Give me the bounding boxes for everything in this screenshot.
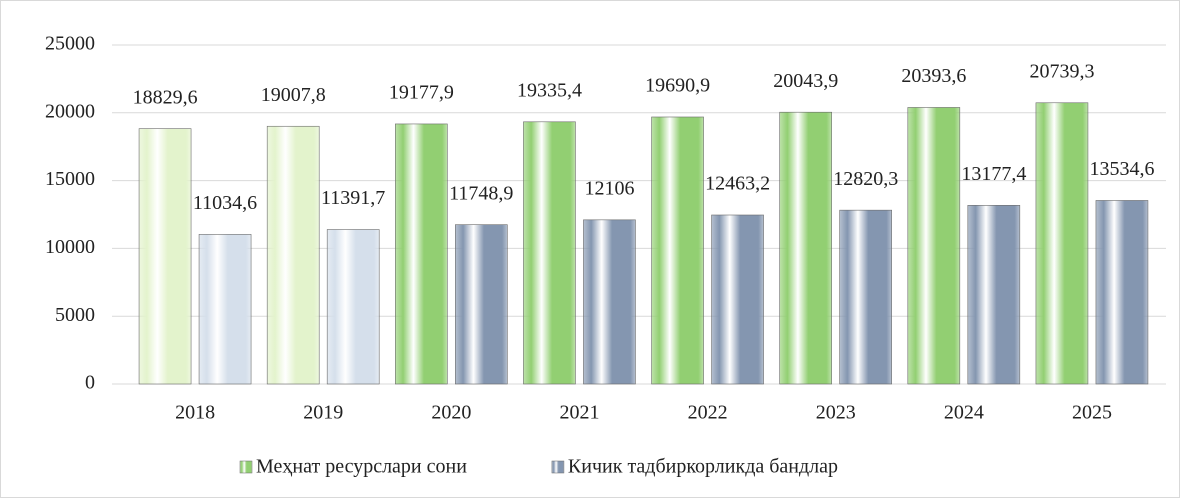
legend-label: Кичик тадбиркорликда бандлар: [568, 456, 838, 478]
y-tick-label: 20000: [45, 100, 95, 122]
x-tick-label: 2024: [944, 402, 984, 424]
bar: [839, 209, 892, 385]
value-label: 20393,6: [901, 65, 966, 87]
value-label: 20739,3: [1029, 60, 1094, 82]
y-tick-label: 0: [85, 372, 95, 394]
x-tick-label: 2020: [431, 402, 471, 424]
value-label: 19007,8: [261, 84, 326, 106]
value-label: 13534,6: [1089, 158, 1154, 180]
y-tick-label: 5000: [55, 304, 95, 326]
x-tick-label: 2021: [559, 402, 599, 424]
bar: [395, 123, 448, 385]
x-tick-label: 2025: [1072, 402, 1112, 424]
x-tick-label: 2022: [688, 402, 728, 424]
value-label: 12820,3: [833, 168, 898, 190]
bar: [523, 121, 576, 385]
legend-marker: [551, 460, 565, 474]
value-label: 13177,4: [961, 163, 1026, 185]
bar: [326, 229, 380, 385]
bar: [1035, 102, 1089, 385]
bar: [907, 107, 961, 385]
bar: [138, 128, 192, 385]
value-label: 12106: [584, 177, 634, 199]
value-label: 11034,6: [193, 192, 257, 214]
bar: [967, 205, 1021, 385]
value-label: 12463,2: [705, 173, 770, 195]
bar: [266, 125, 320, 385]
bar: [198, 234, 252, 385]
value-label: 19690,9: [645, 75, 710, 97]
y-tick-label: 15000: [45, 168, 95, 190]
value-label: 18829,6: [133, 86, 198, 108]
legend-label: Меҳнат ресурслари сони: [256, 456, 467, 478]
value-label: 19335,4: [517, 79, 582, 101]
x-tick-label: 2019: [303, 402, 343, 424]
bar: [711, 214, 764, 385]
bar: [583, 219, 636, 385]
bar: [651, 116, 704, 385]
bar: [455, 224, 508, 385]
value-label: 19177,9: [389, 82, 454, 104]
y-tick-label: 25000: [45, 33, 95, 55]
value-label: 11748,9: [449, 182, 513, 204]
bar: [1095, 200, 1149, 385]
value-label: 11391,7: [321, 187, 385, 209]
legend-marker: [239, 460, 253, 474]
bar: [779, 111, 832, 385]
y-tick-label: 10000: [45, 236, 95, 258]
x-tick-label: 2023: [816, 402, 856, 424]
value-label: 20043,9: [773, 70, 838, 92]
x-tick-label: 2018: [175, 402, 215, 424]
